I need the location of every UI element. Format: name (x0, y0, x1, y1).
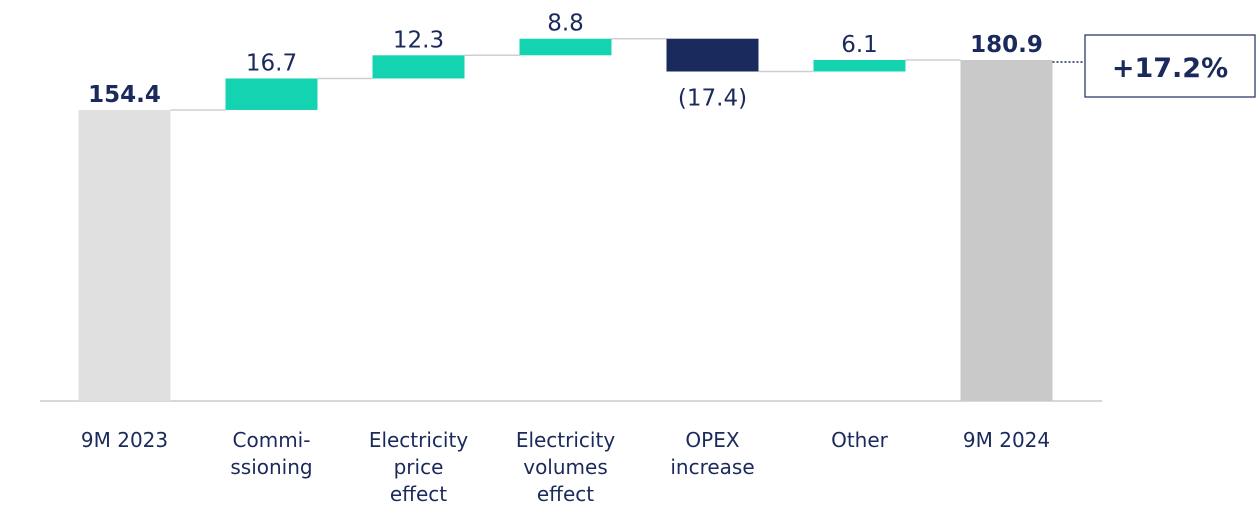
x-tick-label: OPEX (685, 428, 739, 452)
x-tick-label: price (394, 455, 444, 479)
value-label: 154.4 (88, 82, 161, 108)
x-tick-label: volumes (523, 455, 608, 479)
x-tick-label: ssioning (230, 455, 312, 479)
x-tick-label: 9M 2023 (81, 428, 168, 452)
bar (960, 60, 1053, 401)
x-tick-label: effect (537, 482, 594, 506)
value-label: (17.4) (678, 86, 747, 112)
value-label: 8.8 (547, 11, 584, 37)
x-tick-label: effect (390, 482, 447, 506)
value-label: 12.3 (393, 27, 444, 53)
bar (78, 109, 171, 402)
x-tick-label: increase (670, 455, 754, 479)
bar (372, 55, 465, 79)
value-label: 6.1 (841, 32, 878, 58)
bar (666, 38, 759, 72)
value-label: 180.9 (970, 32, 1043, 58)
x-tick-label: Commi- (233, 428, 311, 452)
annotation: +17.2% (1112, 53, 1228, 84)
x-tick-label: Electricity (516, 428, 616, 452)
x-tick-label: Electricity (369, 428, 469, 452)
x-tick-label: 9M 2024 (963, 428, 1050, 452)
bar (519, 38, 612, 56)
value-label: 16.7 (246, 50, 297, 76)
x-tick-label: Other (831, 428, 889, 452)
annotation-box (1084, 34, 1256, 98)
bar (225, 78, 318, 110)
bar (813, 60, 906, 72)
